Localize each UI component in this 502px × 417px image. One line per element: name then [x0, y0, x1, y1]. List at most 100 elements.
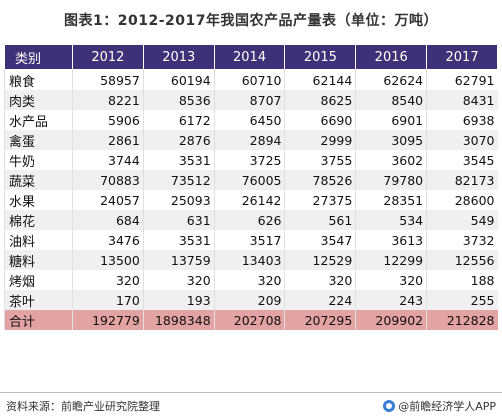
table-row: 油料 3476 3531 3517 3547 3613 3732 — [4, 230, 498, 250]
table-cell: 224 — [284, 290, 356, 310]
table-cell: 6901 — [355, 110, 427, 130]
row-label: 肉类 — [4, 90, 73, 110]
table-cell: 25093 — [142, 190, 215, 210]
table-cell: 243 — [355, 290, 427, 310]
brand-label: @前瞻经济学人APP — [398, 400, 496, 413]
table-cell: 12529 — [284, 250, 356, 270]
table-cell: 79780 — [355, 170, 427, 190]
table-cell: 3070 — [426, 130, 498, 150]
table-cell: 3531 — [142, 230, 215, 250]
table-row: 禽蛋 2861 2876 2894 2999 3095 3070 — [4, 130, 498, 150]
table-cell: 13759 — [142, 250, 215, 270]
table-cell: 13403 — [213, 250, 285, 270]
table-cell: 2876 — [142, 130, 215, 150]
table-cell: 60194 — [142, 69, 215, 90]
row-label: 油料 — [4, 230, 73, 250]
table-cell: 209902 — [355, 310, 427, 330]
table-cell: 3725 — [213, 150, 285, 170]
table-cell: 2894 — [213, 130, 285, 150]
table-cell: 549 — [426, 210, 498, 230]
table-cell: 8536 — [142, 90, 215, 110]
table-cell: 28600 — [426, 190, 498, 210]
column-header-year: 2013 — [142, 44, 215, 70]
table-cell: 82173 — [426, 170, 498, 190]
table-cell: 62624 — [355, 69, 427, 90]
table-cell: 73512 — [142, 170, 215, 190]
row-label: 粮食 — [4, 69, 73, 90]
table-cell: 3095 — [355, 130, 427, 150]
table-cell: 26142 — [213, 190, 285, 210]
table-cell: 320 — [213, 270, 285, 290]
page-title: 图表1：2012-2017年我国农产品产量表（单位：万吨） — [64, 13, 438, 29]
table-cell: 62144 — [284, 69, 356, 90]
footer: 资料来源：前瞻产业研究院整理 @前瞻经济学人APP — [0, 392, 502, 415]
table-cell: 534 — [355, 210, 427, 230]
table-cell: 626 — [213, 210, 285, 230]
row-label: 糖料 — [4, 250, 73, 270]
table-cell: 6938 — [426, 110, 498, 130]
table-cell: 8540 — [355, 90, 427, 110]
table-cell: 188 — [426, 270, 498, 290]
production-table: 类别 2012 2013 2014 2015 2016 2017 粮食 58957… — [4, 44, 498, 330]
brand-logo-icon — [383, 400, 396, 412]
header-row: 类别 2012 2013 2014 2015 2016 2017 — [4, 44, 498, 70]
table-cell: 320 — [72, 270, 144, 290]
table-cell: 3547 — [284, 230, 356, 250]
column-header-year: 2016 — [355, 44, 428, 70]
table-cell: 12556 — [426, 250, 498, 270]
table-cell: 207295 — [284, 310, 356, 330]
row-label: 合计 — [4, 310, 73, 330]
table-cell: 8221 — [72, 90, 144, 110]
table-row: 粮食 58957 60194 60710 62144 62624 62791 — [4, 69, 498, 90]
table-cell: 12299 — [355, 250, 427, 270]
table-cell: 255 — [426, 290, 498, 310]
table-cell: 202708 — [213, 310, 285, 330]
table-cell: 320 — [284, 270, 356, 290]
table-cell: 3744 — [72, 150, 144, 170]
table-cell: 631 — [142, 210, 215, 230]
table-cell: 320 — [142, 270, 215, 290]
table-cell: 60710 — [213, 69, 285, 90]
table-cell: 193 — [142, 290, 215, 310]
column-header-year: 2017 — [426, 44, 498, 70]
table-cell: 62791 — [426, 69, 498, 90]
table-row: 茶叶 170 193 209 224 243 255 — [4, 290, 498, 310]
table-cell: 6450 — [213, 110, 285, 130]
table-cell: 3732 — [426, 230, 498, 250]
table-cell: 209 — [213, 290, 285, 310]
table-body: 粮食 58957 60194 60710 62144 62624 62791 肉类 8221 85… — [4, 69, 498, 330]
table-cell: 561 — [284, 210, 356, 230]
table-cell: 24057 — [72, 190, 144, 210]
table-cell: 8431 — [426, 90, 498, 110]
table-cell: 170 — [72, 290, 144, 310]
table-row: 蔬菜 70883 73512 76005 78526 79780 82173 — [4, 170, 498, 190]
table-row: 肉类 8221 8536 8707 8625 8540 8431 — [4, 90, 498, 110]
total-row: 合计 192779 1898348 202708 207295 209902 212828 — [4, 310, 498, 330]
row-label: 蔬菜 — [4, 170, 73, 190]
table-cell: 3602 — [355, 150, 427, 170]
row-label: 茶叶 — [4, 290, 73, 310]
table-cell: 5906 — [72, 110, 144, 130]
table-cell: 684 — [72, 210, 144, 230]
table-cell: 58957 — [72, 69, 144, 90]
column-header-category: 类别 — [4, 44, 73, 70]
table-row: 水产品 5906 6172 6450 6690 6901 6938 — [4, 110, 498, 130]
table-cell: 76005 — [213, 170, 285, 190]
column-header-year: 2014 — [213, 44, 286, 70]
table-cell: 28351 — [355, 190, 427, 210]
table-row: 水果 24057 25093 26142 27375 28351 28600 — [4, 190, 498, 210]
table-row: 牛奶 3744 3531 3725 3755 3602 3545 — [4, 150, 498, 170]
table-cell: 3755 — [284, 150, 356, 170]
row-label: 棉花 — [4, 210, 73, 230]
table-cell: 8707 — [213, 90, 285, 110]
column-header-year: 2012 — [72, 44, 144, 70]
table-row: 棉花 684 631 626 561 534 549 — [4, 210, 498, 230]
row-label: 水果 — [4, 190, 73, 210]
table-cell: 320 — [355, 270, 427, 290]
table-cell: 3545 — [426, 150, 498, 170]
table-cell: 192779 — [72, 310, 144, 330]
column-header-year: 2015 — [284, 44, 357, 70]
table-cell: 1898348 — [142, 310, 215, 330]
row-label: 禽蛋 — [4, 130, 73, 150]
table-cell: 6172 — [142, 110, 215, 130]
